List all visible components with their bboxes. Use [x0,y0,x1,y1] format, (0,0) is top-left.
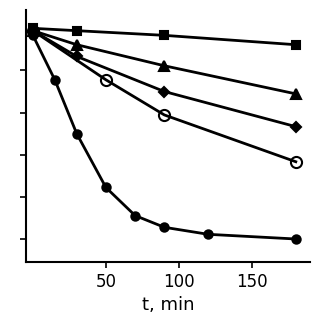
X-axis label: t, min: t, min [142,296,194,314]
